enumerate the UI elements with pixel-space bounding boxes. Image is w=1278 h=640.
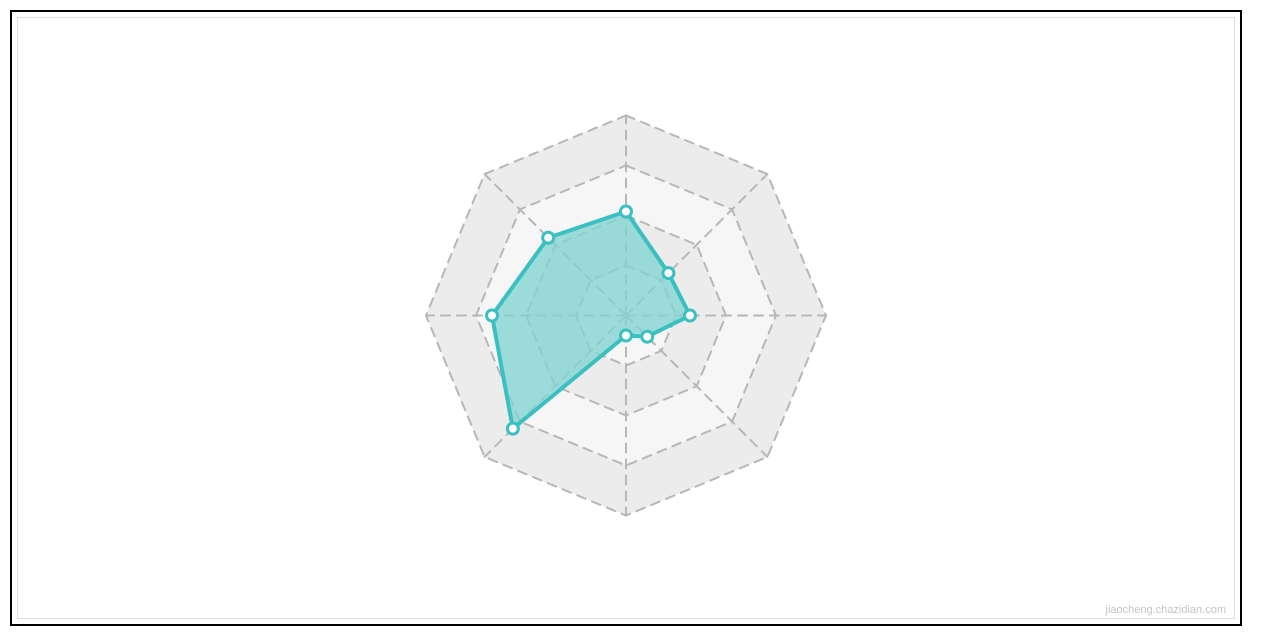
watermark-text: jiaocheng.chazidian.com [1106,604,1226,616]
radar-chart-container [416,106,836,531]
outer-frame: jiaocheng.chazidian.com [10,10,1242,626]
radar-chart [416,106,836,526]
inner-frame: jiaocheng.chazidian.com [17,17,1235,619]
